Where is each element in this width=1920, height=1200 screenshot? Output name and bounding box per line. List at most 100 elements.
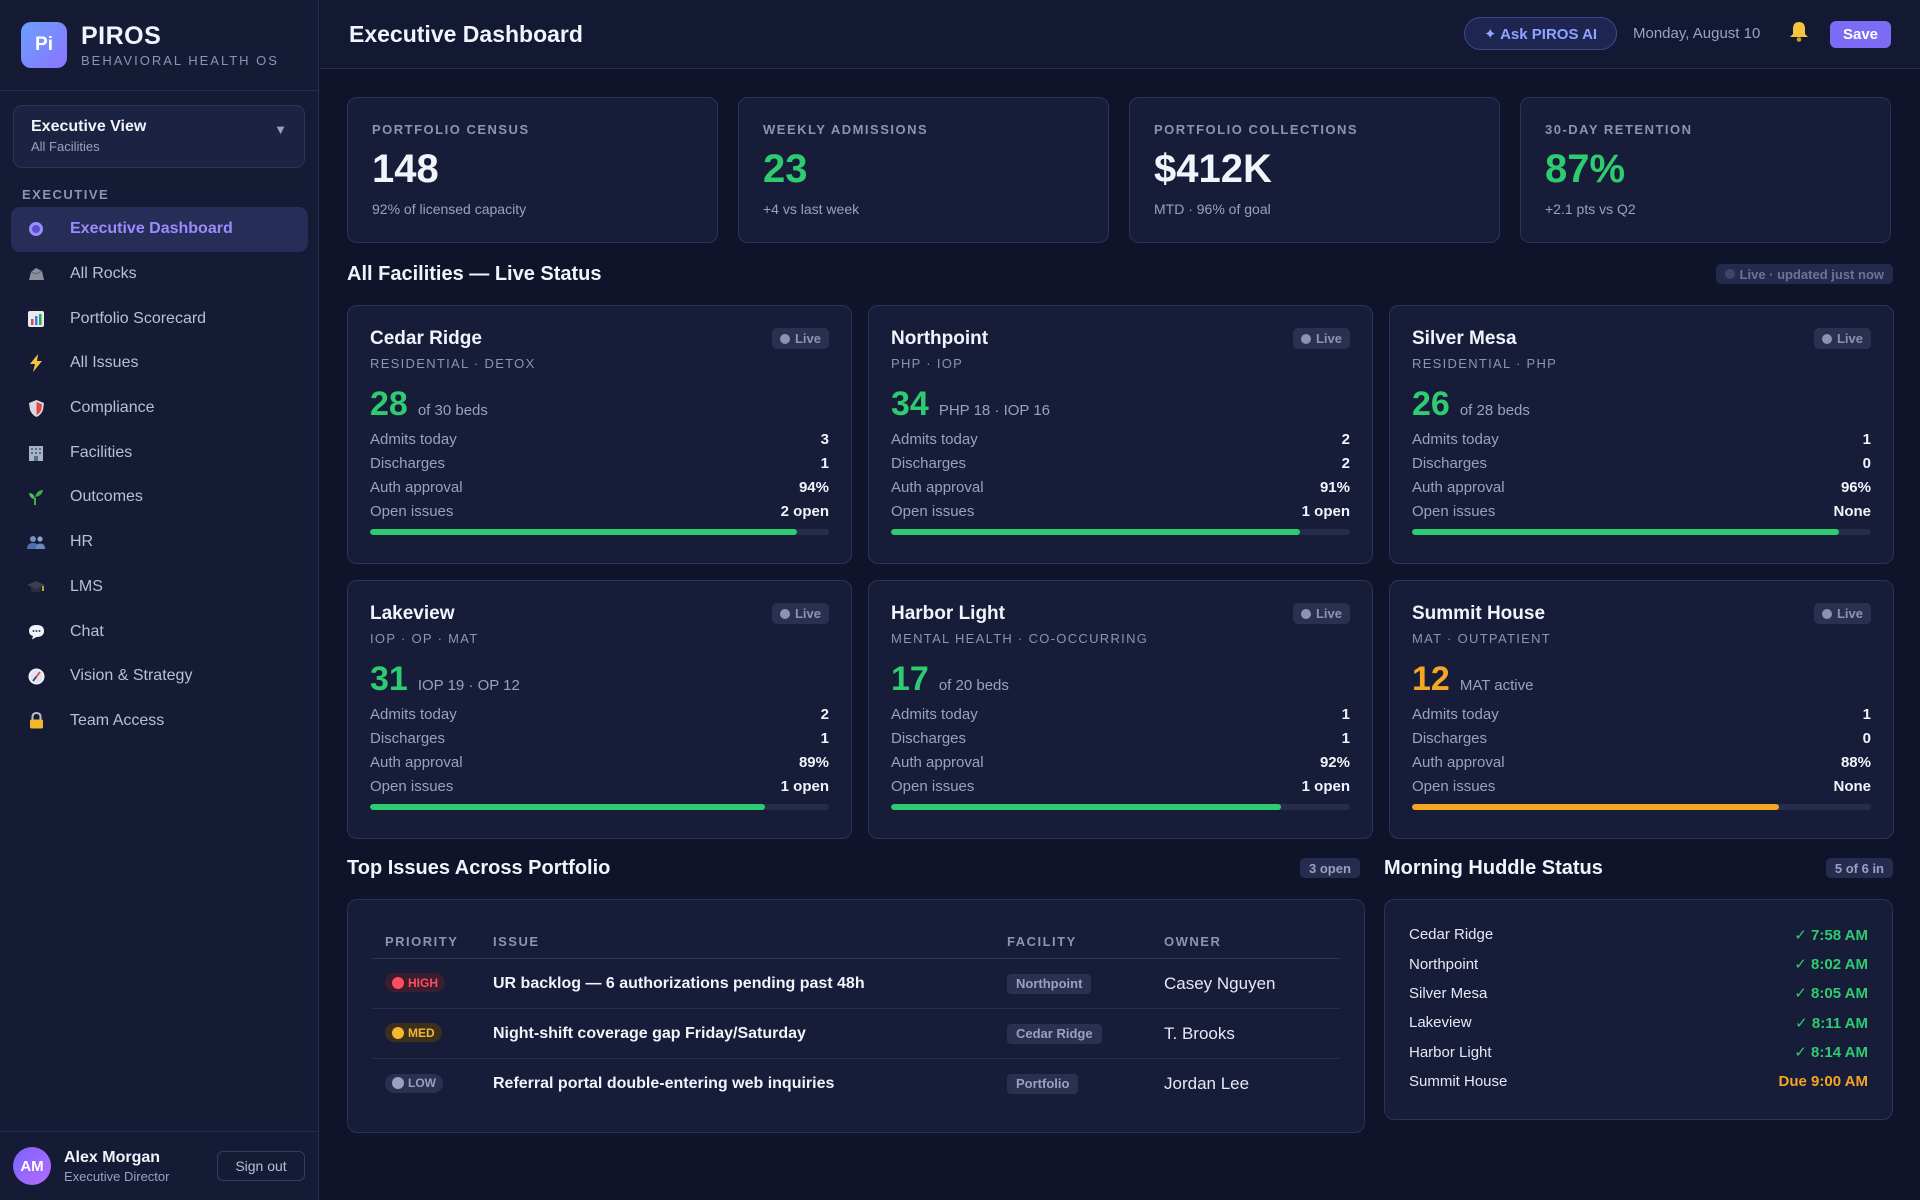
live-dot-icon (1821, 608, 1832, 619)
kpi-label: 30-DAY RETENTION (1545, 122, 1693, 137)
metric-label: Discharges (891, 729, 967, 747)
sidebar-item-portfolio-scorecard[interactable]: Portfolio Scorecard (11, 296, 308, 341)
facility-type: PHP · IOP (891, 356, 964, 371)
huddle-section-title: Morning Huddle Status (1384, 857, 1603, 879)
priority-dot-icon (392, 1026, 404, 1039)
census-progress-bar (1412, 804, 1871, 810)
census-progress-bar (891, 804, 1350, 810)
facility-census: 31 IOP 19 · OP 12 (370, 660, 829, 699)
facility-card[interactable]: Summit House MAT · OUTPATIENT Live 12 MAT ac… (1389, 580, 1894, 839)
live-badge-label: Live (794, 606, 821, 621)
census-progress-fill (370, 529, 797, 535)
huddle-facility: Lakeview (1409, 1014, 1472, 1032)
sidebar-item-lms[interactable]: LMS (11, 565, 308, 610)
huddle-status: ✓ 8:11 AM (1795, 1014, 1868, 1032)
sidebar-item-all-rocks[interactable]: All Rocks (11, 252, 308, 297)
view-selector-title: Executive View (31, 118, 147, 135)
list-item: Northpoint ✓ 8:02 AM (1409, 949, 1868, 978)
sidebar-nav: Executive Dashboard All Rocks Portfolio … (11, 207, 308, 743)
sidebar-item-facilities[interactable]: Facilities (11, 430, 308, 475)
metric-label: Auth approval (891, 478, 984, 496)
facility-card[interactable]: Cedar Ridge RESIDENTIAL · DETOX Live 28 of 3… (347, 305, 852, 564)
census-subtext: of 30 beds (417, 402, 488, 419)
metric-value: 1 (820, 454, 829, 472)
live-badge: Live (1292, 603, 1350, 624)
ask-ai-button[interactable]: ✦ Ask PIROS AI (1464, 17, 1617, 50)
metric-value: 94% (798, 478, 829, 496)
metric-value: None (1833, 502, 1872, 520)
census-subtext: IOP 19 · OP 12 (417, 677, 520, 694)
kpi-card-weekly-admissions: WEEKLY ADMISSIONS 23 +4 vs last week (738, 97, 1109, 243)
save-button[interactable]: Save (1830, 21, 1891, 48)
kpi-label: PORTFOLIO CENSUS (372, 122, 530, 137)
avatar[interactable]: AM (13, 1147, 51, 1185)
issue-title[interactable]: Night-shift coverage gap Friday/Saturday (493, 1024, 806, 1042)
huddle-status: ✓ 8:02 AM (1794, 956, 1868, 974)
table-row[interactable]: MED Night-shift coverage gap Friday/Satur… (372, 1009, 1340, 1059)
view-selector[interactable]: Executive View All Facilities ▼ (13, 105, 305, 168)
facility-metrics: Admits today 1 Discharges 0 Auth approval 96%… (1412, 427, 1871, 523)
live-badge: Live (1292, 328, 1350, 349)
metric-label: Admits today (370, 430, 457, 448)
census-progress-fill (370, 804, 765, 810)
huddle-facility: Cedar Ridge (1409, 926, 1494, 944)
census-value: 31 (370, 660, 408, 698)
live-badge-label: Live (1836, 606, 1863, 621)
metric-auth-approval: Auth approval 92% (891, 750, 1350, 774)
table-row[interactable]: LOW Referral portal double-entering web i… (372, 1059, 1340, 1109)
huddle-status: ✓ 8:14 AM (1794, 1044, 1868, 1062)
facility-metrics: Admits today 2 Discharges 2 Auth approval 91%… (891, 427, 1350, 523)
facility-metrics: Admits today 1 Discharges 1 Auth approval 92%… (891, 702, 1350, 798)
census-progress-bar (891, 529, 1350, 535)
sidebar-item-hr[interactable]: HR (11, 520, 308, 565)
issue-title[interactable]: UR backlog — 6 authorizations pending pa… (493, 974, 865, 992)
list-item: Cedar Ridge ✓ 7:58 AM (1409, 920, 1868, 949)
sidebar-section-label: EXECUTIVE (22, 187, 110, 202)
facility-name: Summit House (1412, 603, 1546, 624)
sidebar-item-vision-strategy[interactable]: Vision & Strategy (11, 654, 308, 699)
sidebar-item-label: All Issues (70, 354, 139, 372)
metric-value: 1 (1341, 705, 1350, 723)
sidebar-item-compliance[interactable]: Compliance (11, 386, 308, 431)
facility-name: Lakeview (370, 603, 455, 624)
sidebar-item-team-access[interactable]: Team Access (11, 699, 308, 744)
top-bar: Executive Dashboard ✦ Ask PIROS AI Monda… (320, 0, 1920, 69)
sidebar-item-label: All Rocks (70, 265, 137, 283)
sidebar-item-all-issues[interactable]: All Issues (11, 341, 308, 386)
priority-label: LOW (408, 1076, 436, 1091)
facility-metrics: Admits today 1 Discharges 0 Auth approval 88%… (1412, 702, 1871, 798)
sidebar-item-chat[interactable]: Chat (11, 609, 308, 654)
metric-auth-approval: Auth approval 94% (370, 475, 829, 499)
metric-label: Open issues (891, 777, 975, 795)
facility-card[interactable]: Lakeview IOP · OP · MAT Live 31 IOP 19 · OP … (347, 580, 852, 839)
metric-label: Admits today (370, 705, 457, 723)
live-dot-icon (779, 608, 790, 619)
table-row[interactable]: HIGH UR backlog — 6 authorizations pendin… (372, 959, 1340, 1009)
sidebar-item-outcomes[interactable]: Outcomes (11, 475, 308, 520)
facility-card[interactable]: Harbor Light MENTAL HEALTH · CO-OCCURRING… (868, 580, 1373, 839)
live-badge: Live (771, 603, 829, 624)
piros-logo[interactable]: Pi (21, 22, 67, 68)
bell-icon[interactable] (1789, 21, 1809, 48)
census-subtext: PHP 18 · IOP 16 (938, 402, 1051, 419)
metric-open-issues: Open issues 2 open (370, 499, 829, 523)
sign-out-button[interactable]: Sign out (217, 1151, 305, 1181)
sidebar-item-executive-dashboard[interactable]: Executive Dashboard (11, 207, 308, 252)
sidebar-item-label: Vision & Strategy (70, 667, 193, 685)
metric-label: Auth approval (370, 753, 463, 771)
facility-card[interactable]: Northpoint PHP · IOP Live 34 PHP 18 · IOP 16… (868, 305, 1373, 564)
issue-title[interactable]: Referral portal double-entering web inqu… (493, 1075, 835, 1092)
facility-card[interactable]: Silver Mesa RESIDENTIAL · PHP Live 26 of 28 … (1389, 305, 1894, 564)
sidebar-item-label: Facilities (70, 443, 133, 461)
metric-label: Discharges (370, 454, 446, 472)
priority-badge: LOW (385, 1073, 443, 1093)
census-progress-fill (1412, 529, 1839, 535)
metric-label: Discharges (1412, 454, 1488, 472)
census-subtext: MAT active (1459, 677, 1534, 694)
priority-cell: HIGH (372, 973, 493, 994)
metric-value: 92% (1319, 753, 1350, 771)
metric-label: Auth approval (891, 753, 984, 771)
metric-open-issues: Open issues None (1412, 774, 1871, 798)
huddle-facility: Northpoint (1409, 955, 1479, 973)
issue-owner: Casey Nguyen (1164, 973, 1276, 993)
